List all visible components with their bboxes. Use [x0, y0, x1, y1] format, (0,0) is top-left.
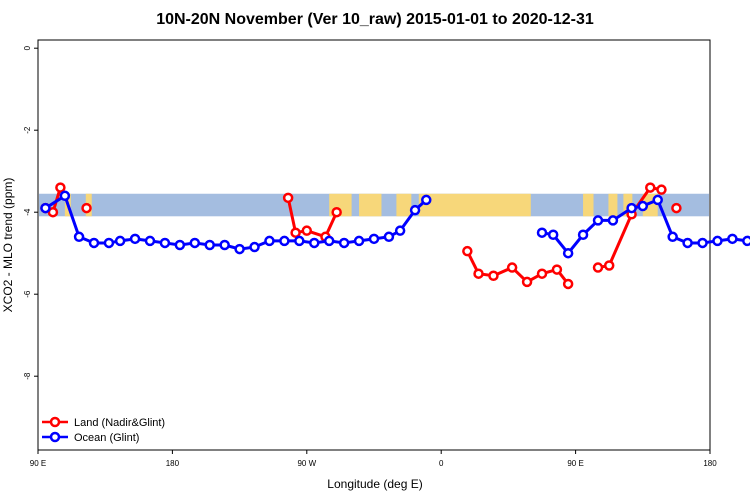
data-point	[249, 241, 260, 253]
data-point	[331, 206, 342, 218]
data-point	[421, 194, 432, 206]
data-point	[562, 278, 574, 290]
data-point	[159, 237, 171, 249]
data-point	[88, 237, 100, 249]
chart-title: 10N-20N November (Ver 10_raw) 2015-01-01…	[156, 11, 594, 28]
data-point	[488, 270, 499, 281]
plot-area: 0 -2 -4 -6 -8 90 E 180 90 W 0 90 E 180	[23, 39, 750, 468]
data-point	[40, 202, 51, 214]
x-axis-label: Longitude (deg E)	[327, 477, 422, 491]
legend-item-ocean: Ocean (Glint)	[42, 431, 139, 444]
land-region	[418, 193, 531, 217]
land-ocean-band	[39, 193, 709, 217]
data-point	[607, 215, 619, 226]
data-point	[652, 194, 663, 206]
data-point	[473, 268, 484, 279]
data-point	[189, 237, 201, 249]
data-point	[547, 229, 559, 240]
land-region	[583, 193, 594, 217]
data-point	[174, 239, 186, 251]
x-tick-label: 90 E	[567, 459, 583, 468]
data-point	[114, 235, 126, 247]
data-point	[353, 235, 365, 247]
data-point	[264, 235, 275, 247]
legend-marker-land	[49, 416, 61, 428]
data-point	[645, 182, 656, 193]
series-ocean	[40, 190, 750, 259]
x-tick-label: 90 W	[297, 459, 316, 468]
data-point	[47, 206, 59, 218]
data-point	[103, 237, 115, 249]
data-point	[536, 227, 548, 238]
y-tick-label: -4	[23, 208, 32, 216]
y-tick-label: 0	[23, 45, 32, 50]
legend-item-land: Land (Nadir&Glint)	[42, 416, 165, 429]
data-point	[234, 243, 245, 255]
data-point	[294, 235, 305, 247]
data-point	[536, 268, 548, 279]
y-axis-label: XCO2 - MLO trend (ppm)	[1, 178, 15, 313]
data-point	[603, 260, 615, 271]
data-point	[368, 233, 380, 245]
data-point	[282, 192, 294, 204]
x-tick-label: 90 E	[30, 459, 46, 468]
data-point	[592, 262, 604, 273]
data-point	[219, 239, 230, 251]
data-point	[637, 200, 649, 212]
data-point	[290, 227, 301, 238]
data-point	[656, 184, 667, 195]
data-point	[562, 247, 574, 259]
y-tick-label: -8	[23, 372, 32, 380]
data-point	[671, 202, 682, 214]
legend-marker-ocean	[49, 431, 61, 443]
data-point	[506, 262, 518, 273]
data-point	[144, 235, 156, 247]
data-point	[338, 237, 350, 249]
data-point	[129, 233, 141, 245]
series-group	[40, 182, 750, 290]
data-point	[727, 233, 738, 245]
data-point	[667, 231, 678, 243]
x-tick-label: 180	[703, 459, 717, 468]
data-point	[394, 225, 406, 236]
x-axis: 90 E 180 90 W 0 90 E 180	[30, 450, 717, 468]
data-point	[577, 229, 589, 240]
data-point	[323, 235, 335, 247]
data-point	[204, 239, 215, 251]
land-region	[359, 193, 382, 217]
legend: Land (Nadir&Glint) Ocean (Glint)	[42, 416, 165, 444]
plot-frame	[37, 39, 711, 451]
data-point	[301, 225, 313, 236]
data-point	[697, 237, 708, 249]
data-point	[682, 237, 693, 249]
y-axis: 0 -2 -4 -6 -8	[23, 45, 38, 380]
data-point	[592, 215, 604, 226]
data-point	[73, 231, 85, 243]
data-point	[59, 190, 71, 202]
data-point	[626, 202, 637, 214]
legend-label-land: Land (Nadir&Glint)	[74, 417, 165, 429]
data-point	[409, 204, 421, 216]
data-point	[279, 235, 290, 247]
data-point	[462, 245, 473, 257]
series-land	[40, 182, 682, 290]
y-tick-label: -6	[23, 290, 32, 298]
legend-label-ocean: Ocean (Glint)	[74, 432, 139, 444]
data-point	[712, 235, 723, 247]
land-region	[396, 193, 412, 217]
land-region	[608, 193, 618, 217]
data-point	[551, 264, 563, 275]
x-tick-label: 0	[439, 459, 444, 468]
y-tick-label: -2	[23, 126, 32, 134]
data-point	[742, 235, 750, 247]
data-point	[309, 237, 320, 249]
x-tick-label: 180	[166, 459, 180, 468]
data-point	[521, 276, 533, 288]
data-point	[81, 202, 92, 214]
data-point	[55, 182, 66, 193]
data-point	[383, 231, 395, 243]
